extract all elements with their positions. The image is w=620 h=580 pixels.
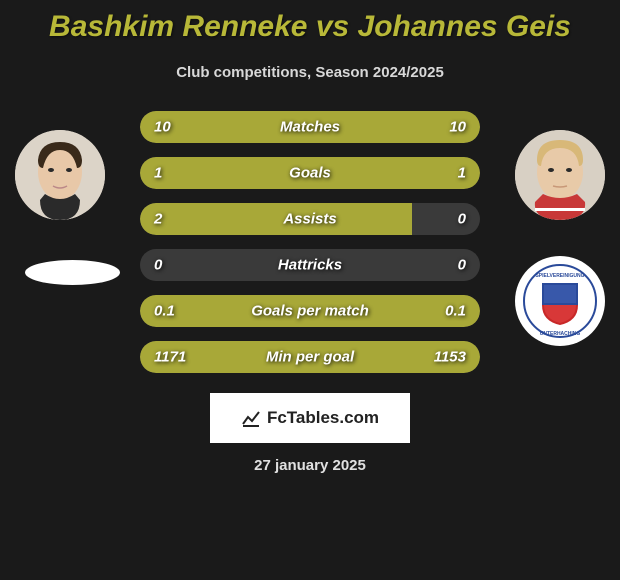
club-crest-right: SPIELVEREINIGUNG UNTERHACHING (522, 263, 598, 339)
crest-top-text: SPIELVEREINIGUNG (535, 273, 584, 279)
stat-bar-left (140, 157, 310, 189)
stat-value-right: 10 (449, 119, 466, 136)
stat-value-right: 0.1 (445, 303, 466, 320)
stat-value-left: 1171 (154, 349, 186, 366)
subtitle: Club competitions, Season 2024/2025 (0, 64, 620, 81)
stat-label: Goals per match (251, 303, 369, 320)
stat-value-right: 1153 (434, 349, 466, 366)
fctables-logo: FcTables.com (210, 393, 410, 443)
player-avatar-left (15, 130, 105, 220)
comparison-card: Bashkim Renneke vs Johannes Geis Club co… (0, 0, 620, 474)
player-face-left (15, 130, 105, 220)
stat-value-right: 0 (458, 211, 466, 228)
stat-value-right: 0 (458, 257, 466, 274)
stat-value-left: 0 (154, 257, 162, 274)
chart-icon (241, 408, 261, 428)
logo-text: FcTables.com (267, 408, 379, 428)
club-badge-right: SPIELVEREINIGUNG UNTERHACHING (515, 256, 605, 346)
stat-row: 0.1 Goals per match 0.1 (140, 295, 480, 327)
stat-label: Hattricks (278, 257, 342, 274)
stat-row: 1171 Min per goal 1153 (140, 341, 480, 373)
stat-value-right: 1 (458, 165, 466, 182)
stat-label: Matches (280, 119, 340, 136)
stat-label: Goals (289, 165, 331, 182)
stat-label: Min per goal (266, 349, 354, 366)
stat-bar-left (140, 203, 412, 235)
stat-value-left: 0.1 (154, 303, 175, 320)
stat-row: 1 Goals 1 (140, 157, 480, 189)
stat-value-left: 10 (154, 119, 171, 136)
stat-label: Assists (283, 211, 336, 228)
player-face-right (515, 130, 605, 220)
player-avatar-right (515, 130, 605, 220)
crest-bottom-text: UNTERHACHING (540, 331, 581, 337)
stat-value-left: 1 (154, 165, 162, 182)
club-badge-left (25, 260, 120, 285)
stat-row: 0 Hattricks 0 (140, 249, 480, 281)
page-title: Bashkim Renneke vs Johannes Geis (0, 10, 620, 44)
date-label: 27 january 2025 (0, 457, 620, 474)
stat-row: 10 Matches 10 (140, 111, 480, 143)
stat-row: 2 Assists 0 (140, 203, 480, 235)
stat-value-left: 2 (154, 211, 162, 228)
stat-bar-right (310, 157, 480, 189)
